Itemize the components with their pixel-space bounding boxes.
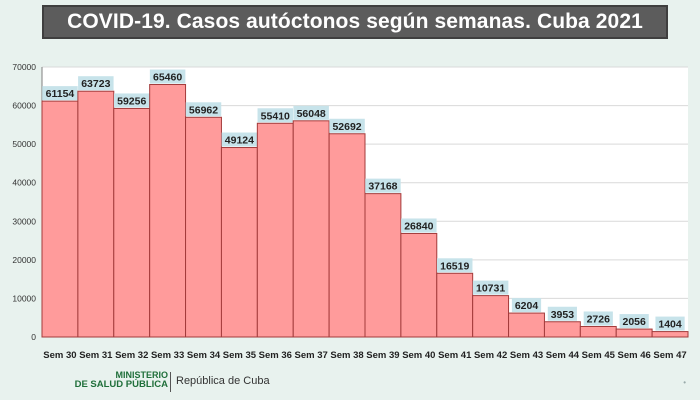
bar xyxy=(364,193,402,338)
data-label-box xyxy=(78,76,114,91)
data-label: 2056 xyxy=(622,316,646,328)
data-label-box xyxy=(329,118,365,133)
bar xyxy=(508,312,545,338)
x-tick-label: Sem 36 xyxy=(259,350,292,361)
data-label: 16519 xyxy=(440,260,469,272)
republic-label: República de Cuba xyxy=(176,375,270,387)
x-tick-label: Sem 38 xyxy=(330,350,363,361)
x-tick-label: Sem 34 xyxy=(187,350,221,361)
data-label-box xyxy=(655,316,685,331)
x-tick-label: Sem 45 xyxy=(582,350,616,361)
bar xyxy=(256,122,294,338)
x-tick-label: Sem 37 xyxy=(295,350,328,361)
x-tick-label: Sem 47 xyxy=(653,350,686,361)
x-tick-label: Sem 46 xyxy=(618,350,651,361)
x-tick-label: Sem 32 xyxy=(115,350,148,361)
bar xyxy=(615,328,653,338)
bar xyxy=(77,90,115,338)
data-label-box xyxy=(583,311,613,326)
data-label: 61154 xyxy=(46,88,75,100)
bar-chart: 0 10000 20000 30000 40000 50000 60000 70000 6115… xyxy=(12,62,689,361)
data-label: 37168 xyxy=(368,181,397,193)
data-label: 6204 xyxy=(515,300,539,312)
bar xyxy=(113,107,151,338)
data-label-box xyxy=(619,314,649,329)
bar xyxy=(220,147,258,338)
bar xyxy=(185,116,222,338)
x-tick-label: Sem 40 xyxy=(402,350,435,361)
data-label: 3953 xyxy=(551,309,575,321)
data-label: 2726 xyxy=(587,313,611,325)
bar xyxy=(472,295,510,338)
y-tick-label: 70000 xyxy=(12,62,36,72)
data-label: 49124 xyxy=(225,135,254,147)
data-label-box xyxy=(547,306,577,321)
bar xyxy=(400,232,438,338)
x-tick-label: Sem 30 xyxy=(43,350,76,361)
data-label: 56962 xyxy=(189,104,218,116)
bar xyxy=(328,133,366,338)
data-label-box xyxy=(257,108,294,123)
x-tick-label: Sem 42 xyxy=(474,350,507,361)
data-label-box xyxy=(401,218,437,233)
x-tick-label: Sem 44 xyxy=(546,350,580,361)
data-label-box xyxy=(511,298,542,313)
data-label: 63723 xyxy=(81,78,110,90)
data-label: 56048 xyxy=(297,108,326,120)
data-label-box xyxy=(472,280,509,295)
x-tick-label: Sem 31 xyxy=(79,350,113,361)
y-tick-label: 30000 xyxy=(12,216,36,226)
data-label: 55410 xyxy=(261,110,290,122)
data-label-box xyxy=(149,69,186,84)
x-tick-label: Sem 43 xyxy=(510,350,543,361)
data-label-box xyxy=(185,102,222,117)
y-tick-label: 60000 xyxy=(12,101,36,111)
y-tick-label: 20000 xyxy=(12,255,36,265)
data-label-box xyxy=(293,105,329,120)
bar xyxy=(436,272,474,338)
y-tick-label: 40000 xyxy=(12,178,36,188)
data-label-box xyxy=(113,93,150,108)
x-tick-label: Sem 41 xyxy=(438,350,472,361)
data-label: 10731 xyxy=(476,283,505,295)
x-tick-label: Sem 33 xyxy=(151,350,184,361)
y-tick-label: 10000 xyxy=(12,293,36,303)
chart-title: COVID-19. Casos autóctonos según semanas… xyxy=(67,10,643,33)
data-label: 65460 xyxy=(153,72,182,84)
slide-marker: • xyxy=(683,378,686,387)
bar xyxy=(292,120,330,338)
bar xyxy=(543,321,581,338)
data-label: 59256 xyxy=(117,95,146,107)
data-label: 1404 xyxy=(658,319,682,331)
bar xyxy=(651,331,689,338)
y-tick-label: 0 xyxy=(31,332,36,342)
bar xyxy=(41,100,79,338)
data-label-box xyxy=(42,86,78,101)
x-tick-label: Sem 35 xyxy=(223,350,257,361)
data-label-box xyxy=(221,132,258,147)
ministry-name-line1: MINISTERIO xyxy=(115,370,168,380)
chart-area: 0 10000 20000 30000 40000 50000 60000 70000 6115… xyxy=(0,54,700,372)
bar xyxy=(149,84,187,338)
footer: MINISTERIO DE SALUD PÚBLICA República de… xyxy=(0,366,700,400)
data-label-box xyxy=(365,178,401,193)
x-tick-label: Sem 39 xyxy=(366,350,399,361)
ministry-name-line2: DE SALUD PÚBLICA xyxy=(74,379,168,390)
title-banner: COVID-19. Casos autóctonos según semanas… xyxy=(42,5,668,39)
data-label-box xyxy=(436,258,473,273)
y-tick-label: 50000 xyxy=(12,139,36,149)
footer-divider xyxy=(170,372,171,392)
ministry-logo: MINISTERIO DE SALUD PÚBLICA xyxy=(68,370,168,390)
data-label: 26840 xyxy=(404,220,433,232)
bar xyxy=(579,325,617,338)
data-label: 52692 xyxy=(332,121,361,133)
